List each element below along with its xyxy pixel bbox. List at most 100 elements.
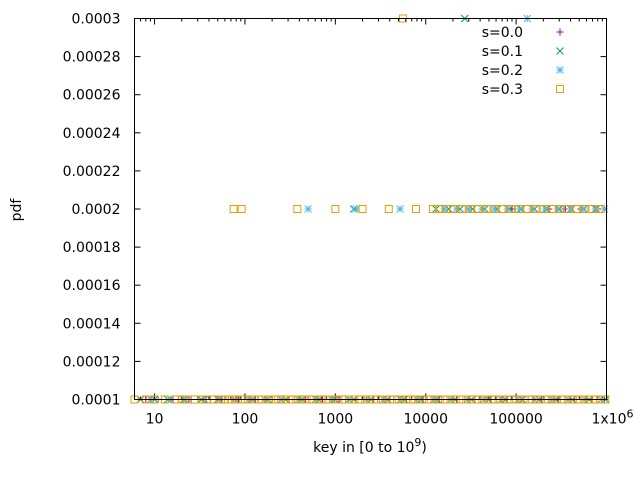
legend: s=0.0 s=0.1 s=0.2 s=0.3 [482, 25, 564, 98]
data-point-stroke [304, 205, 312, 213]
data-point [490, 205, 499, 213]
data-point [396, 205, 404, 213]
data-point [490, 205, 499, 213]
data-point [442, 205, 451, 213]
y-tick-label: 0.00022 [63, 164, 121, 180]
x-tick-label: 100000 [489, 412, 542, 428]
x-axis-label: key in [0 to 109) [313, 436, 427, 456]
data-point-square [293, 205, 302, 213]
data-point [229, 205, 238, 213]
data-point [440, 205, 449, 213]
data-point [331, 205, 340, 213]
plot-frame [134, 18, 607, 400]
data-point [237, 205, 246, 213]
data-point [596, 205, 605, 213]
legend-label: s=0.1 [482, 44, 523, 60]
data-point [482, 205, 491, 213]
legend-marker-stroke [556, 66, 564, 74]
y-tick-labels: 0.0001 0.00012 0.00014 0.00016 0.00018 0.0002… [63, 12, 121, 409]
data-point [448, 205, 457, 213]
data-point-square [358, 205, 367, 213]
legend-label: s=0.2 [482, 63, 523, 79]
data-point [358, 205, 367, 213]
y-tick-label: 0.0001 [72, 393, 121, 409]
data-point [498, 205, 507, 213]
x-tick-label-exponent: 6 [627, 408, 634, 421]
legend-marker [556, 47, 564, 55]
data-point-square [580, 205, 589, 213]
y-tick-label: 0.00024 [63, 126, 121, 142]
x-axis-label-exponent: 9 [414, 436, 421, 449]
x-tick-label: 10 [146, 412, 164, 428]
y-tick-label: 0.00016 [63, 278, 121, 294]
data-point-square [428, 205, 437, 213]
data-point [555, 205, 564, 213]
data-point [457, 205, 466, 213]
data-point-square [515, 205, 524, 213]
legend-label: s=0.3 [482, 82, 523, 98]
data-point-square [384, 205, 393, 213]
y-tick-label: 0.0003 [72, 12, 121, 28]
data-point-square [474, 205, 483, 213]
data-point-square [237, 205, 246, 213]
data-point [434, 205, 443, 213]
data-point [515, 205, 524, 213]
data-point [474, 205, 483, 213]
legend-marker [556, 66, 564, 74]
data-point [466, 205, 475, 213]
data-point [428, 205, 437, 213]
x-axis-label-tail: ) [421, 440, 426, 456]
data-point [293, 205, 302, 213]
data-point [539, 205, 548, 213]
data-point [580, 205, 589, 213]
x-tick-label: 10000 [403, 412, 448, 428]
data-point-stroke [440, 205, 449, 213]
data-point-square [490, 205, 499, 213]
data-point-square [229, 205, 238, 213]
x-tick-label-base: 1x10 [591, 412, 626, 428]
data-point-square [588, 205, 597, 213]
legend-label: s=0.0 [482, 25, 523, 41]
y-axis-label: pdf [9, 198, 25, 222]
data-point-square [507, 205, 516, 213]
x-tick-label: 1000 [318, 412, 354, 428]
data-point-stroke [490, 205, 499, 213]
data-point [531, 205, 540, 213]
data-point-square [442, 205, 451, 213]
data-point-square [572, 205, 581, 213]
data-point-square [523, 205, 532, 213]
data-point-square [448, 205, 457, 213]
data-point-square [411, 205, 420, 213]
x-tick-label: 100 [232, 412, 259, 428]
data-point [411, 205, 420, 213]
data-point [352, 205, 361, 213]
data-point-square [482, 205, 491, 213]
y-tick-label: 0.00026 [63, 88, 121, 104]
legend-marker [556, 85, 564, 93]
data-point [547, 205, 556, 213]
legend-marker-square [556, 85, 564, 93]
data-point-square [457, 205, 466, 213]
data-point-square [331, 205, 340, 213]
data-point-square [466, 205, 475, 213]
y-tick-label: 0.00028 [63, 50, 121, 66]
x-axis-label-base: key in [0 to 10 [313, 440, 414, 456]
data-point-square [498, 205, 507, 213]
y-tick-label: 0.00012 [63, 354, 121, 370]
data-point [572, 205, 581, 213]
data-point-square [563, 205, 572, 213]
data-point-square [539, 205, 548, 213]
y-tick-label: 0.00014 [63, 316, 121, 332]
legend-marker [556, 28, 564, 36]
data-point [563, 205, 572, 213]
data-point-stroke [396, 205, 404, 213]
data-point [384, 205, 393, 213]
x-tick-labels: 10 100 1000 10000 100000 1x106 [146, 408, 634, 428]
y-tick-label: 0.00018 [63, 240, 121, 256]
legend-marker-stroke [556, 47, 564, 55]
data-point-square [596, 205, 605, 213]
data-point [591, 205, 600, 213]
y-tick-label: 0.0002 [72, 202, 121, 218]
data-point [507, 205, 516, 213]
